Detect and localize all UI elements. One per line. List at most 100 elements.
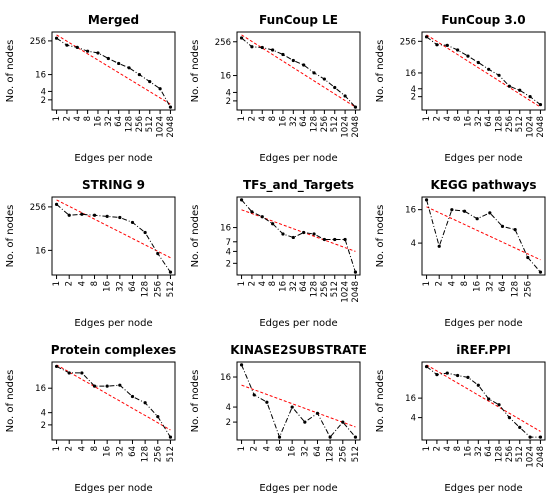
y-tick-label: 256 (30, 37, 46, 47)
plot-frame (51, 196, 176, 276)
chart-panel: FunCoup 3.0 1 2 4 8 16 32 64 128 256 512 1024 2048 2 4… (370, 0, 555, 165)
x-tick-label: 512 (515, 116, 525, 132)
data-point (302, 230, 306, 235)
x-tick-label: 1024 (341, 281, 351, 303)
x-tick-label: 4 (77, 446, 87, 451)
y-tick-label: 16 (35, 246, 46, 256)
x-tick-label: 32 (474, 446, 484, 457)
x-tick-label: 2 (432, 446, 442, 451)
x-tick-label: 512 (166, 281, 176, 297)
data-line (241, 364, 356, 439)
x-tick-label: 8 (275, 446, 285, 451)
y-tick-label: 2 (226, 259, 231, 269)
data-point (96, 51, 100, 55)
data-point (528, 435, 532, 439)
x-tick-label: 8 (83, 116, 93, 121)
y-tick-label: 256 (30, 203, 46, 213)
data-point (343, 237, 347, 242)
data-point (497, 73, 501, 77)
chart-title: KEGG pathways (430, 178, 536, 192)
data-point (168, 435, 173, 439)
data-point (500, 224, 505, 228)
x-tick-label: 1024 (341, 116, 351, 138)
chart-title: Protein complexes (51, 343, 176, 357)
y-axis-label: No. of nodes (375, 205, 386, 268)
data-point (333, 85, 337, 90)
x-tick-label: 8 (90, 446, 100, 451)
y-tick-label: 7 (226, 238, 231, 248)
data-point (117, 61, 121, 66)
data-point (538, 102, 543, 107)
x-tick-label: 4 (443, 446, 453, 451)
data-point (341, 420, 345, 424)
y-tick-label: 4 (41, 87, 46, 97)
y-tick-label: 16 (405, 206, 416, 216)
y-tick-label: 256 (215, 38, 231, 48)
chart-title: KINASE2SUBSTRATE (230, 343, 367, 357)
x-tick-label: 1024 (156, 116, 166, 138)
data-point (291, 235, 295, 240)
data-point (290, 405, 294, 409)
data-point (67, 213, 71, 217)
x-tick-label: 4 (262, 446, 272, 451)
data-point (252, 393, 256, 397)
x-tick-label: 1 (422, 116, 432, 121)
x-tick-label: 128 (310, 281, 320, 297)
x-tick-label: 64 (484, 116, 494, 127)
data-point (456, 373, 460, 378)
x-tick-label: 256 (505, 446, 515, 462)
data-point (466, 54, 470, 58)
data-point (127, 66, 131, 70)
x-tick-label: 8 (268, 116, 278, 121)
x-tick-label: 8 (453, 116, 463, 121)
y-axis-label: No. of nodes (375, 40, 386, 103)
data-point (528, 95, 532, 99)
x-tick-label: 1024 (526, 446, 536, 468)
fit-line (56, 199, 171, 259)
x-tick-label: 1 (422, 281, 432, 286)
data-point (65, 43, 69, 47)
x-tick-label: 4 (77, 281, 87, 286)
chart-panel: STRING 9 1 2 4 8 16 32 64 128 256 512 16 256 Edges pe… (0, 165, 185, 330)
data-point (424, 365, 429, 369)
x-axis-label: Edges per node (444, 483, 522, 494)
data-point (291, 58, 295, 63)
x-tick-label: 2048 (351, 281, 361, 303)
data-point (315, 411, 320, 415)
data-point (106, 56, 110, 61)
data-point (156, 252, 160, 256)
data-point (487, 67, 491, 71)
data-line (426, 199, 541, 273)
x-tick-label: 64 (128, 446, 138, 457)
plot-frame (236, 361, 361, 441)
data-point (265, 400, 269, 404)
x-tick-label: 4 (258, 116, 268, 121)
data-point (75, 45, 79, 49)
x-axis-label: Edges per node (74, 153, 152, 164)
data-point (239, 363, 244, 367)
x-tick-label: 32 (104, 116, 114, 127)
x-tick-label: 64 (498, 281, 508, 292)
fit-line (426, 364, 541, 432)
data-point (54, 364, 59, 369)
x-tick-label: 256 (523, 281, 533, 297)
data-point (507, 84, 511, 88)
x-tick-label: 2 (250, 446, 260, 451)
data-line (56, 204, 171, 273)
x-tick-label: 2048 (351, 116, 361, 138)
x-axis-label: Edges per node (74, 483, 152, 494)
x-tick-label: 128 (495, 116, 505, 132)
x-tick-label: 8 (268, 281, 278, 286)
chart-title: FunCoup 3.0 (441, 13, 525, 27)
x-tick-label: 1 (52, 446, 62, 451)
data-point (80, 212, 84, 216)
data-point (86, 49, 90, 53)
data-point (353, 435, 358, 439)
data-point (92, 384, 97, 388)
data-point (424, 198, 429, 202)
y-tick-label: 2 (226, 97, 231, 107)
chart-title: STRING 9 (82, 178, 145, 192)
